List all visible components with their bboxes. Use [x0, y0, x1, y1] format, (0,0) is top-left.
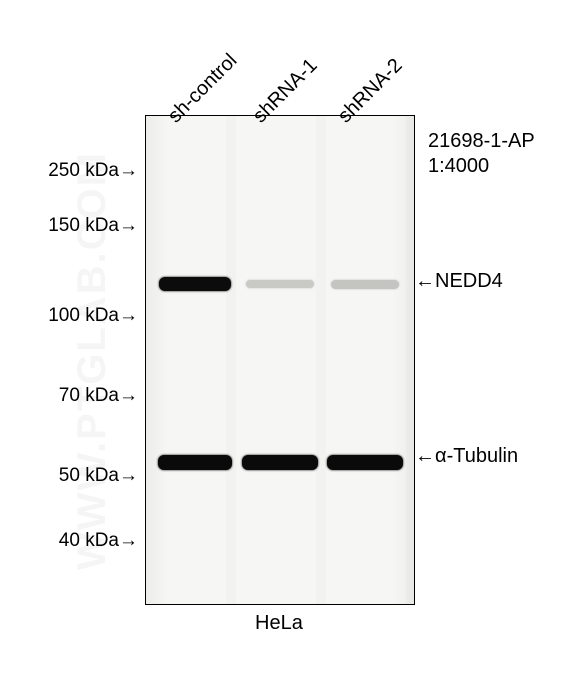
- watermark: WWW.PTGLAB.COM: [70, 151, 115, 570]
- mw-marker: 150 kDa→: [48, 215, 138, 237]
- blot-band: [331, 280, 399, 289]
- mw-marker: 40 kDa→: [59, 530, 138, 552]
- blot-band: [327, 455, 403, 470]
- right-label: ←NEDD4: [415, 270, 503, 293]
- right-label: ←α-Tubulin: [415, 445, 518, 468]
- blot-band: [158, 455, 232, 470]
- blot-band: [159, 277, 231, 291]
- sample-label: HeLa: [255, 612, 303, 635]
- right-label: 1:4000: [428, 155, 489, 178]
- blot-band: [246, 280, 314, 288]
- right-label: 21698-1-AP: [428, 130, 535, 153]
- blot-texture: [146, 116, 414, 604]
- mw-marker: 100 kDa→: [48, 305, 138, 327]
- mw-marker: 50 kDa→: [59, 465, 138, 487]
- blot-band: [242, 455, 318, 470]
- mw-marker: 70 kDa→: [59, 385, 138, 407]
- blot-membrane: [145, 115, 415, 605]
- mw-marker: 250 kDa→: [48, 160, 138, 182]
